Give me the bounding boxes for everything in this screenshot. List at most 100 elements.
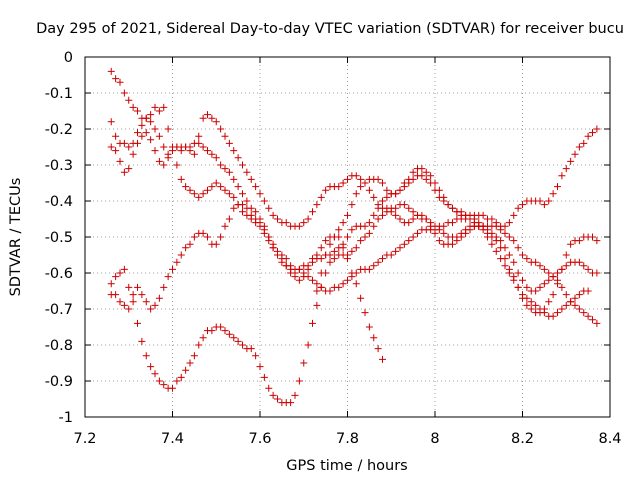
data-point [199,114,207,122]
data-point [370,193,378,201]
data-point [230,204,238,212]
data-point [405,237,413,245]
chart-title: Day 295 of 2021, Sidereal Day-to-day VTE… [36,21,624,37]
data-point [431,226,439,234]
data-point [575,291,583,299]
data-point [112,147,120,155]
x-axis: 7.2 7.4 7.6 7.8 8 8.2 8.4 [73,57,622,447]
data-point [575,258,583,266]
data-point [532,287,540,295]
data-point [304,341,312,349]
data-point [239,161,246,169]
data-point [107,67,115,75]
data-point [247,211,255,219]
data-point [510,211,518,219]
data-point [418,172,426,180]
data-point [304,265,312,273]
data-point [365,323,373,331]
data-point [444,201,452,209]
data-point [357,175,365,183]
data-point [374,345,382,353]
data-point [344,211,351,219]
data-point [282,262,290,270]
data-point [405,179,413,187]
data-point [295,265,303,273]
data-point [435,237,443,245]
data-point [317,269,325,277]
data-point [396,244,404,252]
data-point [112,291,120,299]
data-point [269,211,277,219]
data-point [440,197,448,205]
data-point [466,215,474,223]
data-point [147,305,155,313]
data-point [348,269,356,277]
data-point [575,143,583,151]
data-point [379,355,386,363]
data-point [147,363,155,371]
data-point [510,276,518,284]
data-point [160,161,168,169]
data-point [295,276,303,284]
data-point [120,168,128,176]
data-point [129,103,137,111]
data-point [593,269,601,277]
data-point [195,139,203,147]
data-point [186,359,194,367]
data-point [418,165,426,173]
data-point [409,168,417,176]
data-point [217,233,225,241]
data-point [269,391,277,399]
data-point [584,265,592,273]
data-point [186,186,194,194]
data-point [400,201,408,209]
data-point [567,298,575,306]
data-point [409,175,417,183]
data-point [322,186,330,194]
data-point [519,291,526,299]
data-point [475,222,483,230]
data-point [190,233,198,241]
data-point [392,204,400,212]
data-point [387,251,395,259]
data-point [142,129,150,137]
data-point [558,305,566,313]
y-tick-label: -0.3 [45,158,73,174]
data-point [322,251,330,259]
data-point [405,204,413,212]
data-point [392,211,400,219]
data-point [295,222,303,230]
data-point [147,111,155,119]
data-point [252,183,260,191]
data-point [562,291,570,299]
data-point [265,204,273,212]
data-point [589,316,596,324]
data-point [309,319,316,327]
data-point [361,233,369,241]
data-point [295,377,303,385]
data-point [593,237,601,245]
data-point [554,183,561,191]
data-point [466,226,474,234]
data-point [344,175,351,183]
data-point [457,208,465,216]
data-point [488,215,496,223]
data-point [260,229,268,237]
data-point [125,283,133,291]
data-point [519,201,526,209]
data-point [554,269,561,277]
data-point [409,208,417,216]
data-point [414,211,421,219]
data-point [326,287,334,295]
data-point [309,258,316,266]
data-point [164,125,172,133]
data-point [142,298,150,306]
data-point [365,219,373,227]
data-point [177,175,185,183]
data-point [239,208,246,216]
data-point [142,114,150,122]
data-point [313,287,321,295]
data-point [479,226,487,234]
data-point [151,125,159,133]
data-point [116,269,124,277]
